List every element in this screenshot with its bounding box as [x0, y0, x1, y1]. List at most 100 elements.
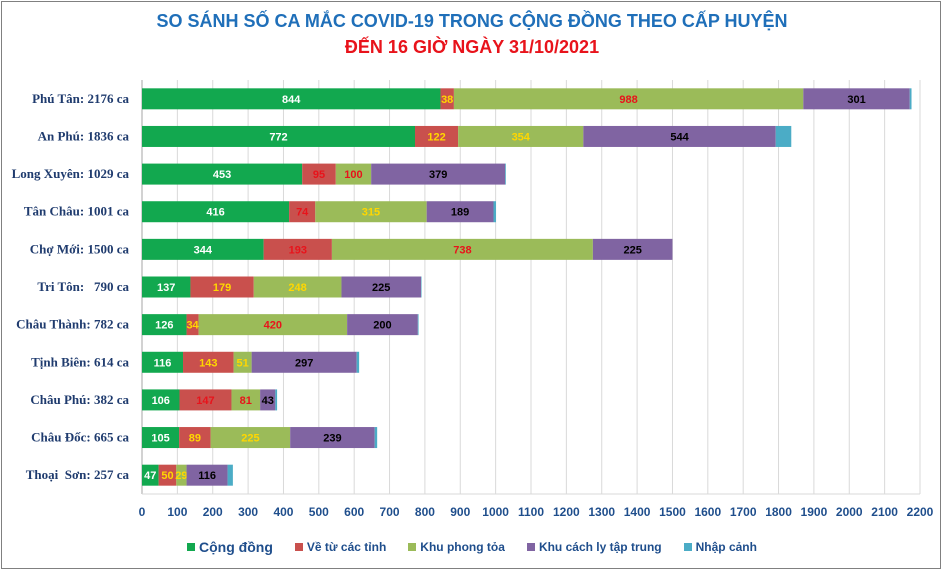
x-tick-label: 1200 [553, 505, 580, 519]
bar-segment [142, 389, 180, 411]
x-tick-label: 400 [273, 505, 293, 519]
bar-segment [417, 314, 419, 336]
bar-segment [210, 427, 291, 449]
x-tick-label: 2100 [871, 505, 898, 519]
data-label: 315 [362, 207, 380, 219]
data-label: 225 [241, 433, 259, 445]
bar-segment [803, 88, 910, 110]
bar-segment [142, 163, 303, 185]
x-tick-label: 900 [450, 505, 470, 519]
x-tick-label: 1700 [730, 505, 757, 519]
legend-swatch [526, 543, 535, 551]
legend-item: Cộng đồng [187, 539, 273, 555]
bar-segment [289, 201, 316, 223]
data-label: 225 [372, 282, 390, 294]
data-label: 43 [262, 395, 274, 407]
data-label: 453 [213, 169, 231, 181]
data-label: 344 [194, 244, 213, 256]
legend-label: Khu phong tỏa [420, 540, 505, 554]
chart-legend: Cộng đồng Về từ các tỉnh Khu phong tỏa Khu … [0, 538, 944, 556]
x-tick-label: 1000 [482, 505, 509, 519]
bar-segment [592, 238, 673, 260]
bar-segment [142, 201, 290, 223]
data-label: 248 [288, 282, 306, 294]
data-label: 137 [157, 282, 175, 294]
x-tick-label: 100 [167, 505, 187, 519]
bar-segment [356, 351, 360, 373]
data-label: 354 [512, 131, 531, 143]
data-label: 301 [847, 94, 865, 106]
bar-segment [179, 427, 211, 449]
data-label: 738 [453, 244, 471, 256]
data-label: 143 [199, 357, 217, 369]
bar-segment [142, 238, 264, 260]
y-tick-label: Châu Thành: 782 ca [16, 317, 129, 332]
data-label: 544 [670, 131, 689, 143]
data-label: 106 [152, 395, 170, 407]
bar-segment [190, 276, 254, 298]
x-tick-label: 1300 [588, 505, 615, 519]
data-label: 38 [441, 94, 453, 106]
bar-segment [302, 163, 336, 185]
data-label: 116 [198, 470, 216, 482]
bar-segment [493, 201, 496, 223]
y-tick-label: Phú Tân: 2176 ca [32, 91, 129, 106]
bar-segment [260, 389, 276, 411]
data-label: 50 [161, 470, 173, 482]
y-tick-label: Thoại Sơn: 257 ca [26, 467, 130, 482]
legend-item: Khu cách ly tập trung [526, 540, 662, 554]
bar-segment [347, 314, 418, 336]
bar-segment [198, 314, 348, 336]
bar-segment [142, 351, 184, 373]
bar-segment [231, 389, 261, 411]
data-label: 772 [269, 131, 287, 143]
bar-segment [233, 351, 252, 373]
bar-segment [142, 427, 180, 449]
bar-segment [440, 88, 454, 110]
x-tick-label: 200 [203, 505, 223, 519]
legend-item: Khu phong tỏa [408, 540, 505, 554]
data-label: 420 [264, 320, 282, 332]
x-tick-label: 1800 [765, 505, 792, 519]
x-tick-label: 500 [309, 505, 329, 519]
data-label: 74 [296, 207, 309, 219]
bar-segment [275, 389, 278, 411]
y-tick-label: An Phú: 1836 ca [38, 128, 130, 143]
bar-segment [315, 201, 427, 223]
x-tick-label: 1400 [624, 505, 651, 519]
y-tick-label: Tịnh Biên: 614 ca [31, 354, 129, 369]
legend-swatch [683, 543, 692, 551]
legend-item: Về từ các tỉnh [294, 540, 386, 554]
data-label: 225 [623, 244, 641, 256]
x-tick-label: 1600 [694, 505, 721, 519]
chart-subtitle: ĐẾN 16 GIỜ NGÀY 31/10/2021 [344, 37, 600, 57]
x-tick-label: 800 [415, 505, 435, 519]
bar-segment [183, 351, 234, 373]
data-label: 116 [154, 357, 172, 369]
bar-segment [290, 427, 375, 449]
data-label: 34 [186, 320, 199, 332]
bar-segment [421, 276, 422, 298]
bar-segment [251, 351, 357, 373]
data-label: 100 [344, 169, 362, 181]
data-label: 200 [373, 320, 391, 332]
x-tick-label: 1100 [518, 505, 544, 519]
y-tick-label: Long Xuyên: 1029 ca [12, 166, 130, 181]
x-tick-label: 700 [380, 505, 400, 519]
data-label: 416 [206, 207, 224, 219]
x-tick-label: 300 [238, 505, 258, 519]
data-label: 29 [175, 470, 187, 482]
legend-label: Cộng đồng [199, 539, 273, 555]
legend-label: Nhập cảnh [695, 540, 757, 554]
bar-segment [415, 125, 459, 147]
bar-segment [331, 238, 593, 260]
y-tick-label: Châu Phú: 382 ca [30, 392, 129, 407]
data-label: 297 [295, 357, 313, 369]
bar-segment [142, 314, 187, 336]
bar-segment [186, 464, 228, 486]
bar-segment [142, 88, 441, 110]
data-label: 95 [313, 169, 325, 181]
data-label: 189 [451, 207, 469, 219]
bar-segment [335, 163, 372, 185]
data-label: 379 [429, 169, 447, 181]
